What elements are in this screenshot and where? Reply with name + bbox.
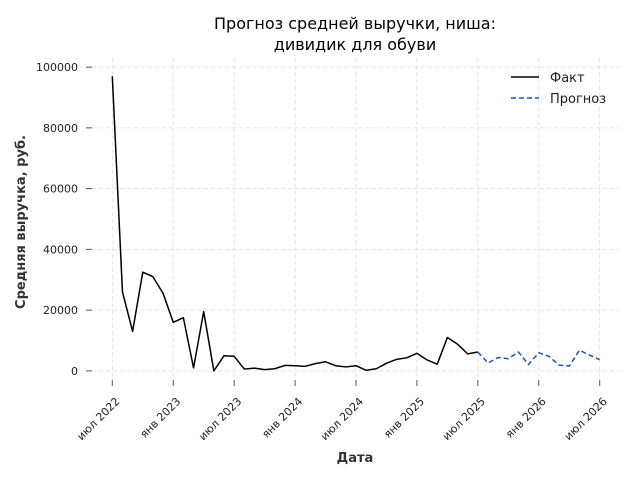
x-tick-label: июл 2022 <box>74 395 122 443</box>
y-axis-ticks: 0 20000 40000 60000 80000 100000 <box>36 61 92 378</box>
series-lines <box>111 76 600 372</box>
y-axis-label: Средняя выручка, руб. <box>14 135 29 309</box>
x-tick-label: июл 2025 <box>440 395 488 443</box>
chart-title-line-1: Прогноз средней выручки, ниша: <box>214 14 496 33</box>
y-tick-label: 100000 <box>36 61 78 74</box>
y-tick-label: 0 <box>71 365 78 378</box>
x-axis-ticks: июл 2022 янв 2023 июл 2023 янв 2024 июл 2024… <box>74 380 610 443</box>
y-tick-label: 20000 <box>43 304 78 317</box>
y-tick-label: 80000 <box>43 122 78 135</box>
legend: Факт Прогноз <box>511 71 606 107</box>
grid <box>92 58 620 380</box>
chart-title-line-2: дивидик для обуви <box>274 35 436 54</box>
x-tick-label: янв 2025 <box>381 395 427 441</box>
x-tick-label: июл 2023 <box>196 395 244 443</box>
x-tick-label: янв 2026 <box>503 395 549 441</box>
x-tick-label: июл 2024 <box>318 395 366 443</box>
x-tick-label: янв 2023 <box>138 395 184 441</box>
legend-label-forecast: Прогноз <box>550 92 606 107</box>
x-axis-label: Дата <box>337 451 374 466</box>
y-tick-label: 60000 <box>43 183 78 196</box>
x-tick-label: янв 2024 <box>259 395 305 441</box>
legend-label-fact: Факт <box>550 71 585 86</box>
y-tick-label: 40000 <box>43 243 78 256</box>
x-tick-label: июл 2026 <box>562 395 610 443</box>
series-line-forecast <box>477 349 600 367</box>
